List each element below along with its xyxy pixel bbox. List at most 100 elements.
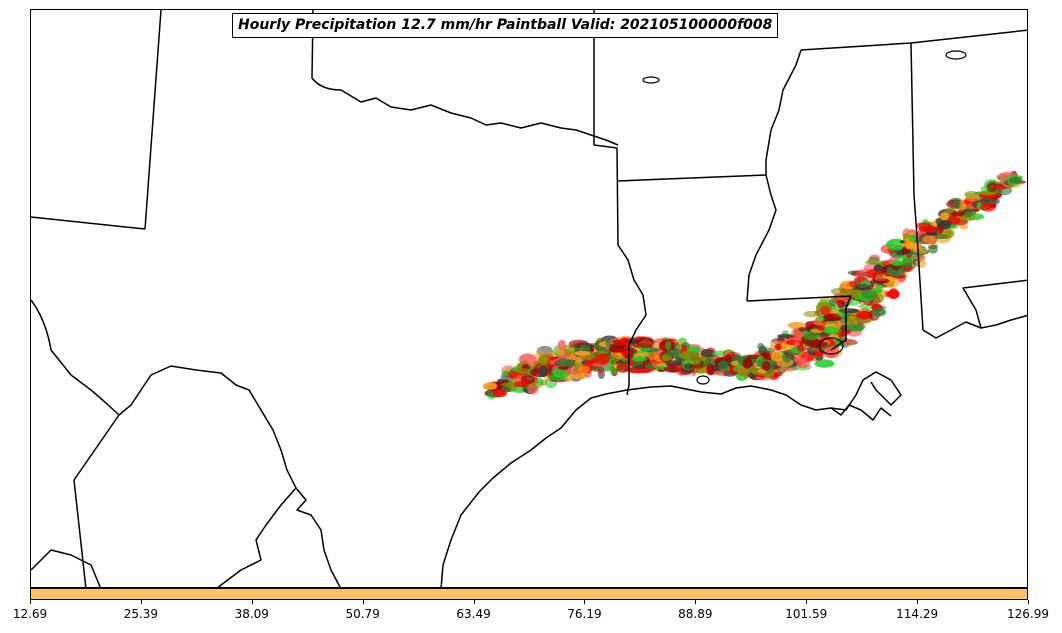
colorbar-tick-label: 63.49 [456,607,491,621]
paintball-blob [757,342,765,351]
coastline-gulf [440,371,902,587]
map-title: Hourly Precipitation 12.7 mm/hr Paintbal… [232,13,779,38]
colorbar-tick-mark [473,600,475,604]
paintball-blob [907,234,918,241]
paintball-blob [684,362,693,370]
paintball-blob [901,262,918,267]
map-canvas [31,10,1027,587]
paintball-blob [558,365,569,370]
paintball-blob [680,350,700,360]
paintball-blob [574,351,591,356]
paintball-blob [871,308,887,317]
paintball-blob [891,260,904,266]
boundary-ok-tx [311,10,619,146]
paintball-blob [840,324,847,332]
paintball-blob [706,363,716,376]
paintball-blob [945,229,952,237]
paintball-blob [557,358,571,367]
boundary-tx-east [593,10,647,396]
boundary-mexico-states-3 [217,487,297,587]
paintball-blob [718,360,730,372]
colorbar-tick-label: 101.59 [785,607,828,621]
boundary-tx-panhandle-south [31,216,146,230]
colorbar-tick-label: 126.99 [1007,607,1049,621]
boundary-mississippi-river [746,49,802,302]
paintball-blob [865,259,885,266]
paintball-blob [535,377,544,386]
boundary-al-ga [962,279,1027,329]
paintball-blob [915,259,927,269]
colorbar-tick-label: 25.39 [123,607,159,621]
paintball-blob [965,193,980,202]
paintball-blob [793,341,800,346]
paintball-blob [538,365,549,378]
paintball-blob [866,269,878,279]
paintball-blob [632,355,647,362]
paintball-blob [846,317,856,324]
paintball-blob [620,350,630,356]
paintball-blob [762,361,771,372]
paintball-blob [856,310,873,320]
paintball-blob [959,224,968,230]
boundary-mexico-states-1 [73,414,120,587]
paintball-blob [830,288,845,295]
colorbar-tick-label: 12.69 [12,607,48,621]
lake-pontchartrain [818,337,844,355]
colorbar-tick-mark [584,600,586,604]
colorbar-tick-mark [917,600,919,604]
paintball-blob [557,340,567,351]
precipitation-paintball-layer [483,170,1026,400]
paintball-blob [874,276,886,281]
paintball-blob [861,290,878,299]
paintball-blob [823,346,840,359]
paintball-blob [700,348,715,358]
boundary-ms-al [910,42,924,331]
paintball-blob [980,202,997,212]
paintball-blob [742,357,753,369]
coastline-la-delta [830,404,892,421]
paintball-blob [519,368,531,374]
paintball-blob [922,235,936,244]
colorbar-tick-mark [362,600,364,604]
colorbar-tick-label: 88.89 [678,607,713,621]
paintball-blob [886,265,906,277]
paintball-blob [953,200,961,210]
paintball-blob [814,359,835,368]
paintball-blob [986,181,998,193]
paintball-blob [693,358,701,366]
lake-small-1 [642,76,660,84]
paintball-blob [798,327,806,332]
boundary-rio-grande [31,299,341,587]
paintball-blob [836,300,845,308]
lake-small-3 [696,375,710,385]
paintball-blob [915,222,931,229]
paintball-blob [856,284,870,290]
paintball-blob [770,351,786,362]
boundary-la-ms [746,295,852,351]
paintball-blob [664,349,684,358]
colorbar [30,588,1028,600]
paintball-blob [803,310,822,318]
colorbar-tick-mark [140,600,142,604]
colorbar-tick-mark [806,600,808,604]
paintball-blob [774,343,782,351]
paintball-blob [777,333,794,339]
boundary-mexico-states-2 [31,549,101,587]
paintball-blob [492,389,508,398]
boundary-tn-south [800,29,1027,51]
colorbar-tick-mark [251,600,253,604]
paintball-blob [854,276,866,282]
boundary-ar-la [617,174,767,182]
paintball-blob [500,382,519,387]
paintball-blob [689,364,707,369]
paintball-blob [665,340,672,351]
colorbar-tick-label: 114.29 [896,607,939,621]
colorbar-tick-label: 38.09 [234,607,269,621]
paintball-blob [820,305,830,315]
colorbar-ticks: 12.69 25.39 38.09 50.79 63.49 76.19 88.89 101.5… [0,600,1062,630]
lakes [642,50,967,385]
paintball-blob [513,381,529,388]
colorbar-tick-mark [695,600,697,604]
paintball-blob [876,283,883,294]
paintball-blob [838,308,859,314]
